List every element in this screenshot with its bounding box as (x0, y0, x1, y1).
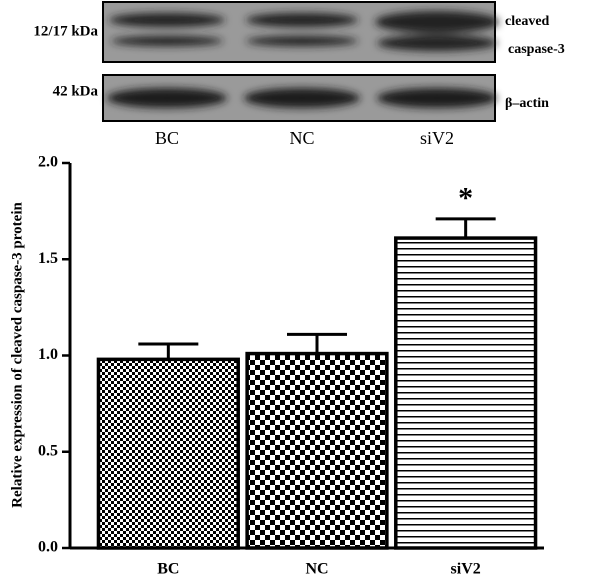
y-tick-label: 1.5 (38, 250, 58, 267)
lane-label: BC (155, 128, 179, 148)
y-tick-label: 0.0 (38, 539, 58, 556)
blot: 12/17 kDa 42 kDa cleaved caspase-3 β–act… (33, 1, 565, 148)
bar (394, 236, 538, 550)
bar (96, 357, 240, 550)
blot-label: caspase-3 (508, 42, 565, 57)
blot-label: cleaved (505, 14, 550, 29)
lane-label: NC (289, 128, 314, 148)
x-tick-label: siV2 (451, 561, 481, 578)
y-tick-label: 1.0 (38, 346, 58, 363)
x-tick-label: BC (157, 561, 179, 578)
bar (245, 351, 389, 550)
blot-label: 12/17 kDa (33, 23, 98, 39)
lane-label: siV2 (420, 128, 454, 148)
y-tick-label: 0.5 (38, 442, 58, 459)
blot-label: 42 kDa (53, 83, 99, 99)
y-axis-label: Relative expression of cleaved caspase-3… (9, 202, 25, 508)
blot-label: β–actin (505, 96, 549, 111)
y-tick-label: 2.0 (38, 154, 58, 171)
annotation: * (458, 182, 473, 215)
x-tick-label: NC (305, 561, 328, 578)
bands (109, 11, 499, 51)
bands (107, 88, 497, 108)
